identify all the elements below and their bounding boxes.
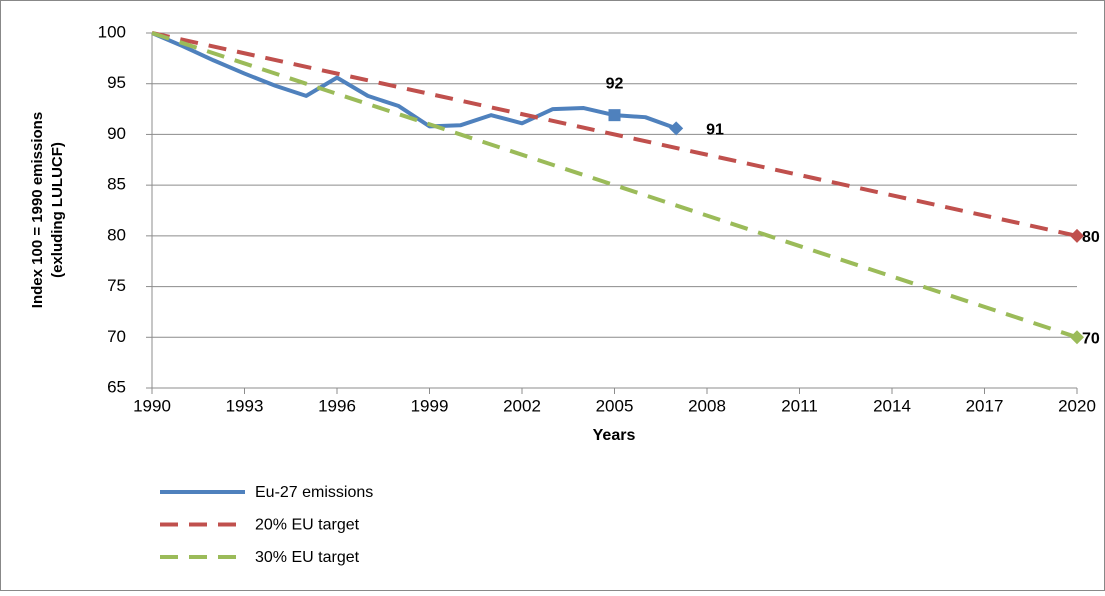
x-tick-label: 2005 [596, 396, 634, 415]
data-marker [1070, 330, 1084, 345]
series-line [151, 31, 677, 131]
data-label: 80 [1082, 229, 1100, 246]
data-marker [608, 109, 621, 122]
y-tick-label: 70 [107, 327, 126, 346]
y-tick-label: 75 [107, 276, 126, 295]
x-tick-label: 1990 [133, 396, 171, 415]
data-marker [1070, 228, 1084, 243]
data-label: 91 [706, 122, 724, 139]
x-tick-label: 1993 [226, 396, 264, 415]
x-tick-label: 1996 [318, 396, 356, 415]
series-line [151, 31, 1078, 340]
data-marker [669, 121, 684, 136]
legend-label: 30% EU target [255, 549, 360, 566]
y-axis-title-line: Index 100 = 1990 emissions [29, 112, 46, 308]
y-tick-label: 90 [107, 124, 126, 143]
x-tick-label: 2011 [781, 396, 818, 415]
data-label: 70 [1082, 331, 1100, 348]
x-tick-label: 1999 [411, 396, 449, 415]
series-line [151, 31, 1078, 238]
x-tick-label: 2014 [873, 396, 911, 415]
y-axis-title: Index 100 = 1990 emissions (exluding LUL… [29, 112, 66, 308]
data-label: 92 [606, 75, 624, 92]
y-tick-label: 65 [107, 377, 126, 396]
y-tick-label: 100 [98, 22, 126, 41]
y-axis-title-line: (exluding LULUCF) [49, 142, 66, 278]
y-tick-label: 80 [107, 225, 126, 244]
x-axis-title: Years [593, 427, 636, 444]
x-tick-label: 2020 [1058, 396, 1096, 415]
y-tick-label: 95 [107, 73, 126, 92]
y-tick-label: 85 [107, 175, 126, 194]
legend-label: 20% EU target [255, 517, 360, 534]
x-tick-label: 2008 [688, 396, 726, 415]
x-tick-label: 2002 [503, 396, 541, 415]
legend-label: Eu-27 emissions [255, 484, 373, 501]
x-tick-label: 2017 [966, 396, 1004, 415]
